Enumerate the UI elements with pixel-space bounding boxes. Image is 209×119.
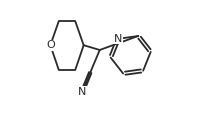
Text: N: N — [78, 87, 86, 97]
Text: N: N — [114, 34, 122, 44]
Text: O: O — [46, 40, 55, 50]
